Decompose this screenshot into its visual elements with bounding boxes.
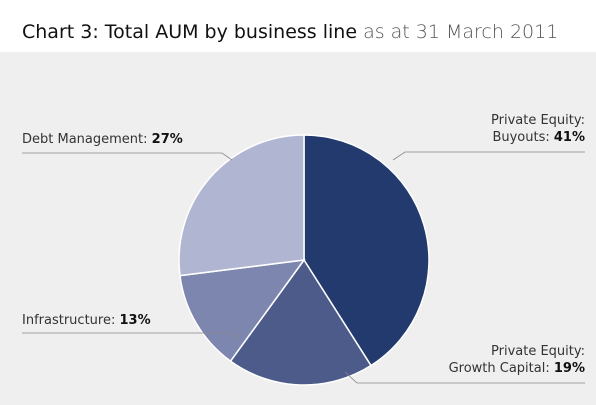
pie-slice xyxy=(178,134,305,277)
category-label: Private Equity: xyxy=(491,113,585,128)
pie-slice xyxy=(229,258,373,386)
pie-slice xyxy=(179,259,306,363)
slice-label: Debt Management: 27% xyxy=(22,132,183,147)
category-label: Growth Capital: xyxy=(449,361,550,376)
category-label: Private Equity: xyxy=(491,344,585,359)
category-label: Infrastructure: xyxy=(22,313,115,328)
slice-label: Buyouts: 41% xyxy=(492,130,585,145)
chart-title: Chart 3: Total AUM by business line xyxy=(22,21,357,43)
category-label: Debt Management: xyxy=(22,132,148,147)
value-label: 19% xyxy=(554,361,585,376)
chart-title-group: Chart 3: Total AUM by business line as a… xyxy=(22,21,558,43)
leader-line xyxy=(392,151,585,161)
slice-label: Private Equity: xyxy=(491,113,585,128)
leader-line xyxy=(22,152,233,161)
category-label: Buyouts: xyxy=(492,130,549,145)
slice-label: Private Equity: xyxy=(491,344,585,359)
value-label: 41% xyxy=(554,130,585,145)
chart-subtitle: as at 31 March 2011 xyxy=(363,21,558,43)
slice-label: Growth Capital: 19% xyxy=(449,361,585,376)
leader-line xyxy=(344,371,585,384)
value-label: 13% xyxy=(119,313,150,328)
slice-label: Infrastructure: 13% xyxy=(22,313,151,328)
leader-line xyxy=(22,332,241,339)
value-label: 27% xyxy=(152,132,183,147)
